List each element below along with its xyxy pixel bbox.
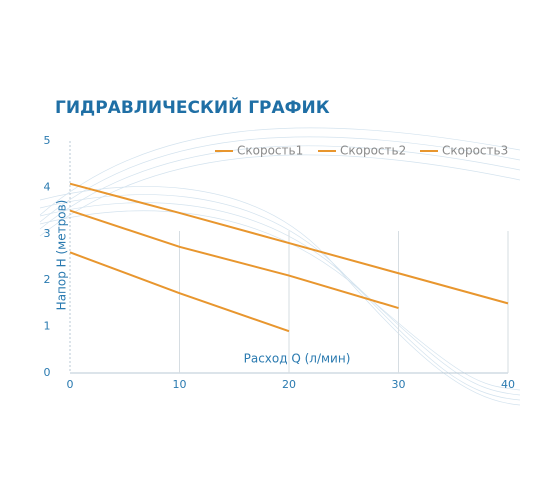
y-tick-label: 0 [44,366,51,379]
series-line [69,251,290,333]
x-axis-label: Расход Q (л/мин) [244,352,351,366]
y-tick-label: 1 [44,320,51,333]
x-tick-label: 40 [501,378,515,391]
legend-label: Скорость2 [340,144,406,158]
y-tick-label: 2 [44,273,51,286]
series-line [69,182,509,305]
legend-label: Скорость3 [442,144,508,158]
x-tick-label: 10 [173,378,187,391]
x-tick-label: 0 [67,378,74,391]
y-tick-label: 5 [44,134,51,147]
legend-label: Скорость1 [237,144,303,158]
x-tick-label: 20 [282,378,296,391]
series-line [69,209,399,309]
y-tick-label: 3 [44,227,51,240]
y-axis-label: Напор Н (метров) [55,200,69,311]
chart-title: ГИДРАВЛИЧЕСКИЙ ГРАФИК [55,96,330,118]
y-tick-label: 4 [44,180,51,193]
x-tick-label: 30 [392,378,406,391]
